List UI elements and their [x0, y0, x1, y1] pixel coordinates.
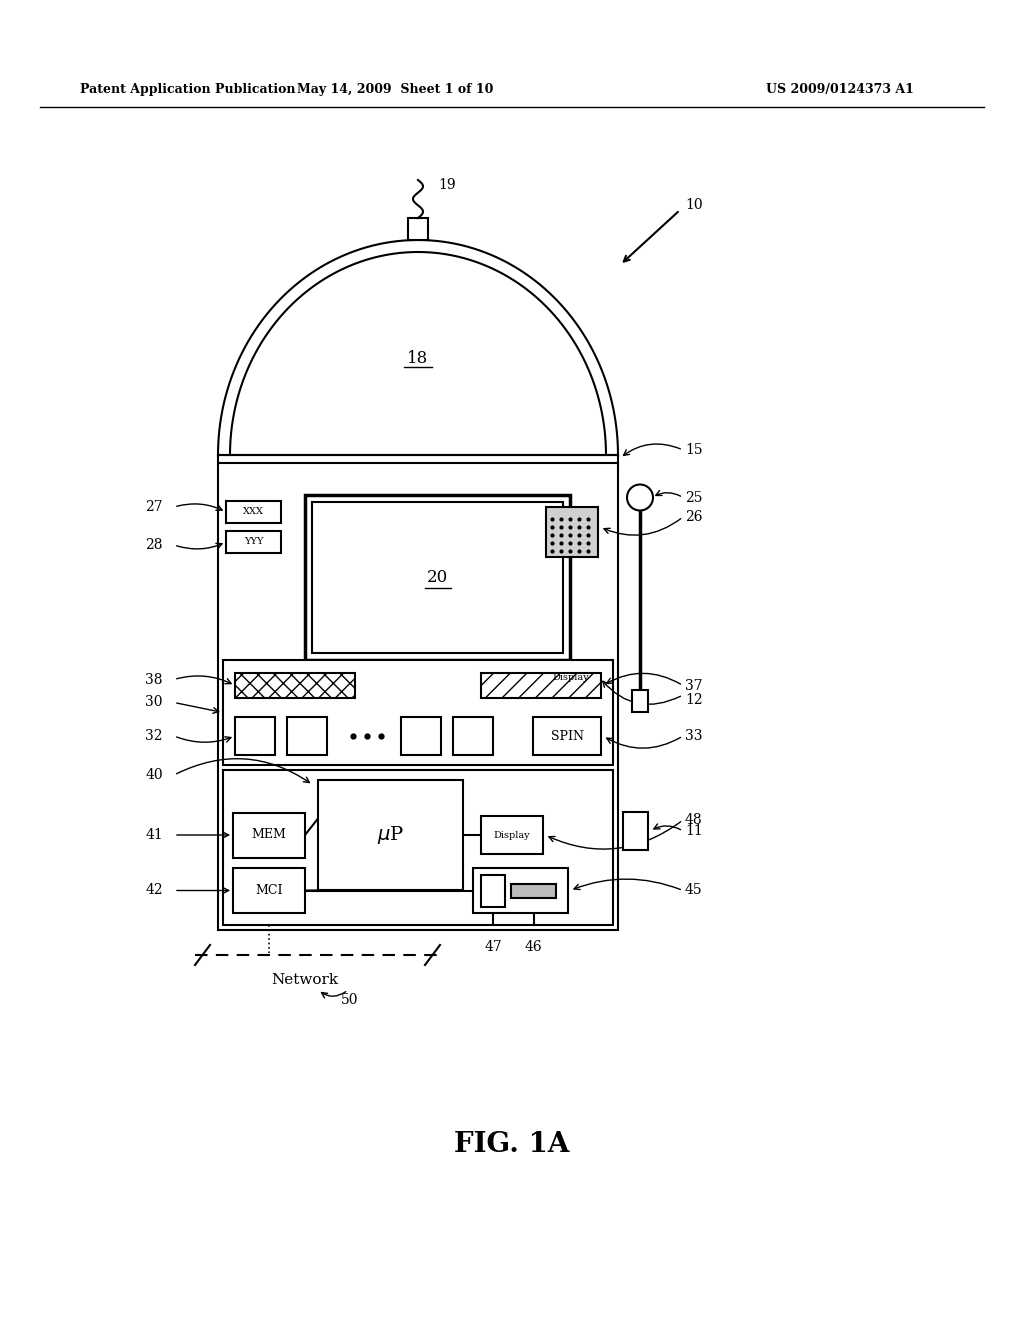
Text: 30: 30: [145, 696, 163, 710]
Text: 12: 12: [685, 693, 702, 708]
Text: 26: 26: [685, 510, 702, 524]
Bar: [223, 770, 613, 925]
Bar: [226, 531, 281, 553]
Bar: [623, 812, 648, 850]
Text: Display: Display: [494, 830, 530, 840]
Text: 47: 47: [484, 940, 502, 954]
Text: 37: 37: [685, 678, 702, 693]
Text: 33: 33: [685, 729, 702, 743]
Text: 28: 28: [145, 539, 163, 552]
Bar: [312, 502, 563, 653]
Text: YYY: YYY: [244, 537, 263, 546]
Bar: [511, 883, 556, 898]
Text: 15: 15: [685, 444, 702, 457]
Text: $\mu$P: $\mu$P: [377, 824, 404, 846]
Bar: [534, 717, 601, 755]
Text: 38: 38: [145, 672, 163, 686]
Text: 32: 32: [145, 729, 163, 743]
Bar: [453, 717, 493, 755]
Text: MEM: MEM: [252, 829, 287, 842]
Text: SPIN: SPIN: [551, 730, 584, 742]
Text: US 2009/0124373 A1: US 2009/0124373 A1: [766, 83, 914, 96]
Bar: [481, 816, 543, 854]
Bar: [218, 455, 618, 931]
Bar: [226, 502, 281, 523]
Text: Patent Application Publication: Patent Application Publication: [80, 83, 296, 96]
Bar: [223, 660, 613, 766]
Text: 19: 19: [438, 178, 456, 191]
Bar: [234, 673, 355, 698]
Bar: [546, 507, 598, 557]
Text: 40: 40: [145, 768, 163, 781]
Text: 20: 20: [427, 569, 449, 586]
Text: Network: Network: [271, 973, 339, 987]
Text: 50: 50: [341, 993, 358, 1007]
Bar: [318, 780, 463, 890]
Bar: [401, 717, 441, 755]
Text: XXX: XXX: [243, 507, 264, 516]
Text: 27: 27: [145, 500, 163, 513]
Text: May 14, 2009  Sheet 1 of 10: May 14, 2009 Sheet 1 of 10: [297, 83, 494, 96]
Text: FIG. 1A: FIG. 1A: [455, 1131, 569, 1159]
Bar: [408, 218, 428, 240]
Text: 48: 48: [685, 813, 702, 828]
Text: Display: Display: [552, 673, 589, 682]
Bar: [543, 667, 598, 690]
Text: 41: 41: [145, 828, 163, 842]
Bar: [473, 869, 568, 913]
Bar: [632, 690, 648, 711]
Bar: [234, 717, 275, 755]
Bar: [481, 673, 601, 698]
Text: 45: 45: [685, 883, 702, 898]
Circle shape: [627, 484, 653, 511]
Bar: [233, 869, 305, 913]
Bar: [305, 495, 570, 660]
Text: MCI: MCI: [255, 884, 283, 898]
Text: 42: 42: [145, 883, 163, 898]
Bar: [233, 813, 305, 858]
Text: 10: 10: [685, 198, 702, 213]
Text: 25: 25: [685, 491, 702, 504]
Bar: [481, 874, 505, 907]
Text: 11: 11: [685, 824, 702, 838]
Text: 46: 46: [524, 940, 543, 954]
Text: 18: 18: [408, 350, 429, 367]
Bar: [287, 717, 327, 755]
